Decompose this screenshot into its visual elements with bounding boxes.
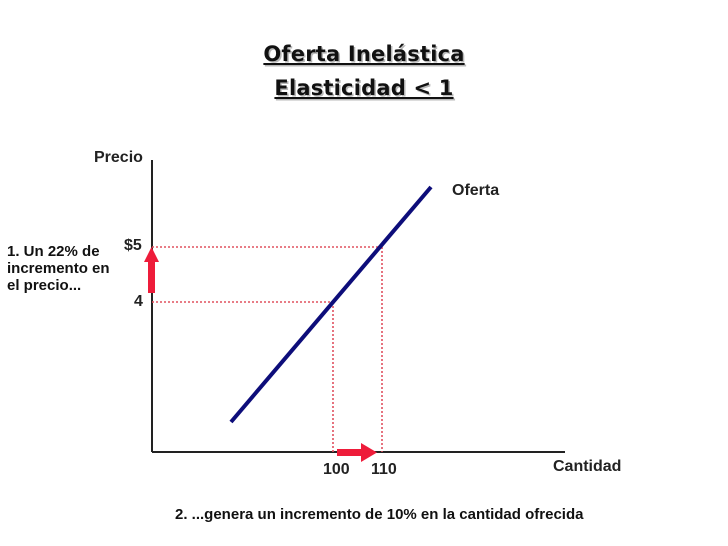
price-tick-low: 4: [134, 293, 143, 310]
quantity-arrow-head: [361, 443, 377, 462]
price-arrow-shaft: [148, 260, 155, 293]
supply-curve: [229, 185, 433, 424]
note-price-increase: 1. Un 22% de incremento en el precio...: [7, 243, 110, 294]
quantity-tick-high: 110: [371, 461, 397, 478]
title-line-1: Oferta Inelástica: [263, 42, 465, 66]
quantity-tick-low: 100: [323, 461, 350, 478]
price-arrow-head: [144, 247, 159, 262]
x-axis-label: Cantidad: [553, 458, 622, 475]
y-axis-label: Precio: [94, 149, 143, 166]
note-quantity-increase: 2. ...genera un incremento de 10% en la …: [175, 506, 584, 523]
quantity-arrow-shaft: [337, 449, 362, 456]
title-line-2: Elasticidad < 1: [274, 76, 454, 100]
supply-curve-label: Oferta: [452, 182, 500, 199]
price-tick-high: $5: [124, 237, 142, 254]
